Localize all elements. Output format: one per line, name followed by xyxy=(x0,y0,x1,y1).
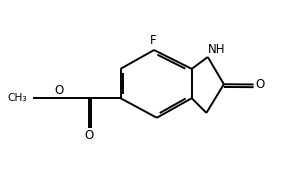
Text: F: F xyxy=(150,35,157,48)
Text: O: O xyxy=(54,84,63,97)
Text: O: O xyxy=(255,78,265,91)
Text: NH: NH xyxy=(208,43,225,56)
Text: O: O xyxy=(84,129,93,142)
Text: CH₃: CH₃ xyxy=(7,93,27,103)
